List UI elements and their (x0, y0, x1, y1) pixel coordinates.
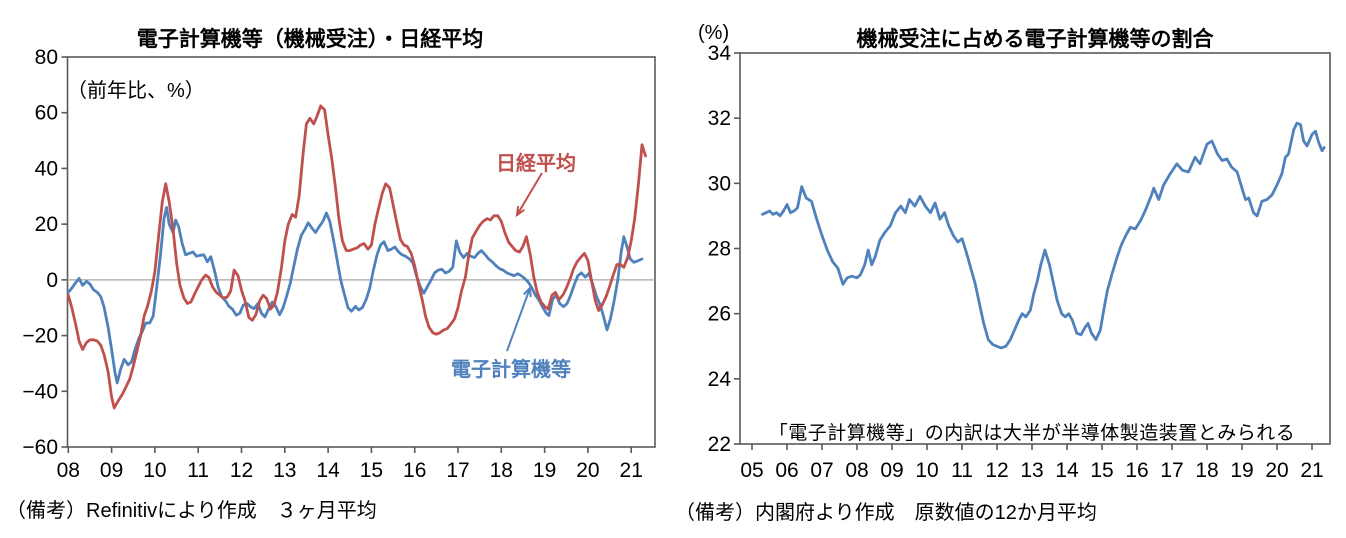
x-tick-label: 11 (187, 459, 209, 482)
x-tick-label: 13 (273, 459, 296, 482)
x-tick-label: 10 (143, 459, 166, 482)
x-tick-label: 18 (490, 459, 513, 482)
x-tick-label: 08 (57, 459, 80, 482)
nikkei-label-arrow (516, 172, 543, 216)
left-chart-caption: （備考）Refinitivにより作成 ３ヶ月平均 (6, 500, 377, 522)
x-tick-label: 17 (446, 459, 469, 482)
computers-label-arrow-head (523, 285, 532, 298)
x-tick-label: 05 (740, 459, 763, 482)
x-tick-label: 19 (1230, 459, 1253, 482)
x-tick-label: 20 (1265, 459, 1288, 482)
x-tick-label: 09 (100, 459, 123, 482)
x-tick-label: 14 (1055, 459, 1079, 482)
x-tick-label: 14 (316, 459, 340, 482)
chart-1-plot: 34 32 30 28 26 24 22 05 06 07 08 09 10 11 12 13 14 15 16 17… (708, 42, 1331, 482)
annotation-note: 「電子計算機等」の内訳は大半が半導体製造装置とみられる (768, 423, 1296, 444)
right-chart-title: 機械受注に占める電子計算機等の割合 (856, 28, 1214, 51)
series-line-1 (66, 104, 647, 410)
x-tick-label: 20 (576, 459, 599, 482)
y-tick-label: 30 (708, 172, 731, 195)
x-tick-label: 21 (1300, 459, 1323, 482)
y-tick-label: 26 (708, 303, 731, 326)
x-tick-label: 16 (1125, 459, 1148, 482)
x-tick-label: 10 (915, 459, 938, 482)
x-tick-label: 13 (1020, 459, 1043, 482)
y-tick-label: 32 (708, 107, 731, 130)
x-tick-label: 16 (403, 459, 426, 482)
x-tick-label: 12 (985, 459, 1008, 482)
right-chart-caption: （備考）内閣府より作成 原数値の12か月平均 (675, 502, 1097, 524)
plot-frame (66, 56, 656, 448)
series-line-0 (761, 121, 1326, 350)
plot-frame (739, 52, 1331, 445)
x-tick-label: 15 (360, 459, 383, 482)
x-tick-label: 21 (620, 459, 643, 482)
nikkei-label-arrow-head (515, 205, 525, 218)
x-tick-label: 17 (1160, 459, 1183, 482)
right-chart-unit-label: (%) (698, 22, 730, 44)
x-tick-label: 18 (1195, 459, 1218, 482)
y-tick-label: 24 (708, 368, 732, 391)
y-tick-label: 0 (46, 269, 58, 292)
y-tick-label: −60 (22, 436, 58, 459)
left-chart-title: 電子計算機等（機械受注）・日経平均 (136, 28, 484, 51)
x-tick-label: 19 (533, 459, 556, 482)
y-tick-label: 80 (35, 46, 58, 69)
y-tick-label: −40 (22, 380, 58, 403)
y-tick-label: −20 (22, 325, 58, 348)
x-tick-label: 15 (1090, 459, 1113, 482)
computers-label-arrow (506, 287, 531, 352)
x-tick-label: 08 (845, 459, 868, 482)
computers-series-label: 電子計算機等 (451, 359, 571, 381)
y-tick-label: 20 (35, 213, 58, 236)
y-tick-label: 60 (35, 102, 58, 125)
series-line-0 (66, 206, 644, 385)
x-tick-label: 07 (810, 459, 833, 482)
left-chart-unit-label: （前年比、%） (67, 80, 205, 102)
y-tick-label: 28 (708, 238, 731, 261)
x-tick-label: 06 (775, 459, 798, 482)
y-tick-label: 40 (35, 157, 58, 180)
nikkei-series-label: 日経平均 (496, 153, 576, 175)
y-tick-label: 22 (708, 433, 731, 456)
x-tick-label: 09 (880, 459, 903, 482)
x-tick-label: 12 (230, 459, 253, 482)
x-tick-label: 11 (951, 459, 973, 482)
y-tick-label: 34 (708, 42, 732, 65)
